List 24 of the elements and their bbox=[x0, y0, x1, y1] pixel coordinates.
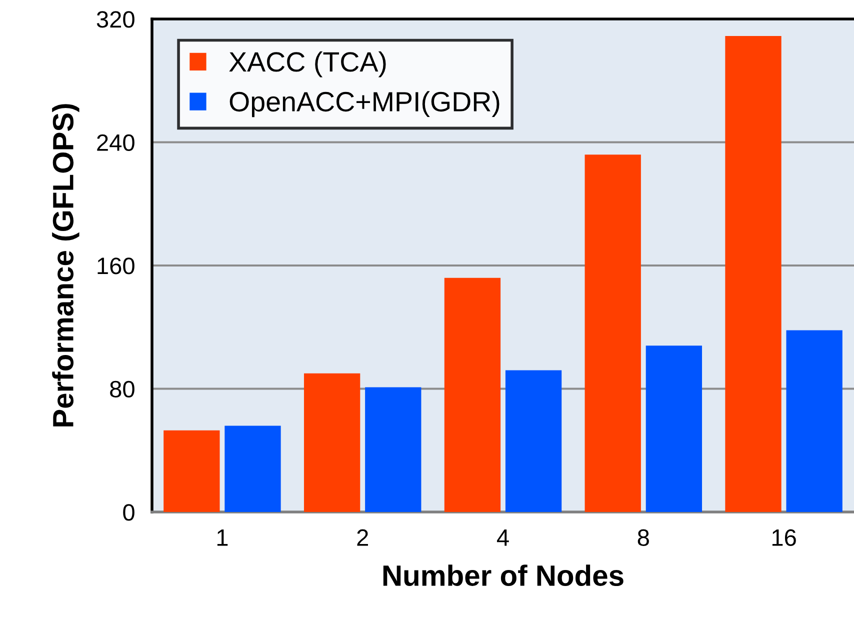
y-tick-label: 240 bbox=[97, 134, 134, 152]
bar bbox=[224, 426, 281, 512]
y-tick-label: 320 bbox=[96, 11, 134, 28]
bar bbox=[646, 346, 702, 512]
bar bbox=[164, 430, 220, 512]
bar bbox=[365, 387, 422, 512]
x-tick-label: 16 bbox=[772, 529, 796, 546]
y-tick-label: 80 bbox=[110, 380, 134, 398]
y-tick-label: 0 bbox=[123, 504, 134, 521]
bar bbox=[444, 278, 501, 512]
bar bbox=[725, 36, 782, 512]
bar bbox=[304, 373, 360, 512]
bar bbox=[505, 370, 562, 512]
x-tick-label: 1 bbox=[217, 530, 228, 546]
x-tick-label: 2 bbox=[357, 529, 368, 546]
y-tick-label: 160 bbox=[98, 258, 134, 274]
bar bbox=[786, 330, 842, 512]
x-tick-label: 8 bbox=[638, 529, 649, 546]
bar bbox=[584, 154, 641, 512]
x-axis-title: Number of Nodes bbox=[383, 564, 624, 586]
x-tick-label: 4 bbox=[496, 530, 509, 546]
legend-label: XACC (TCA) bbox=[229, 51, 386, 78]
legend-label: OpenACC+MPI(GDR) bbox=[230, 91, 500, 118]
y-axis-title: Performance (GFLOPS) bbox=[52, 104, 80, 426]
